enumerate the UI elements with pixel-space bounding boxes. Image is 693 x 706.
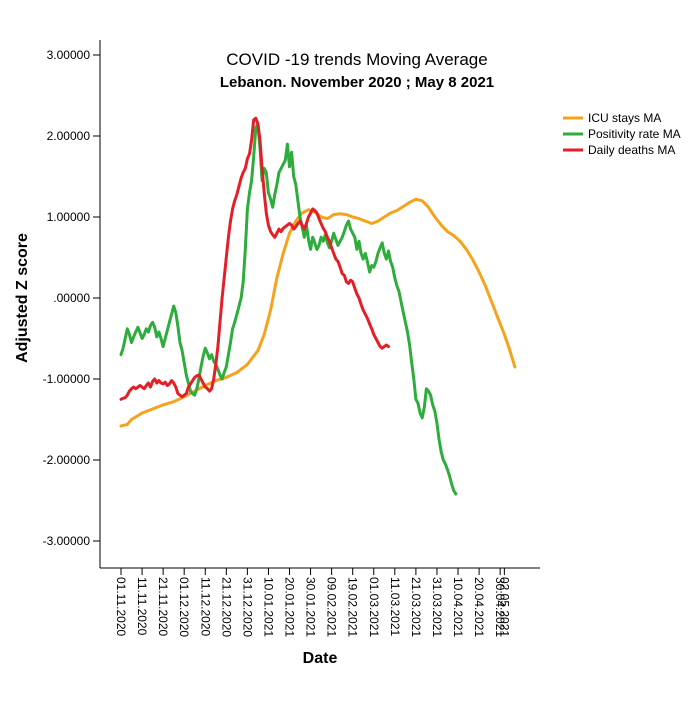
x-tick-label: 21.11.2020 xyxy=(156,577,170,636)
x-tick-label: 01.11.2020 xyxy=(114,577,128,636)
x-tick-label: 11.12.2020 xyxy=(198,577,212,636)
x-tick-label: 20.04.2021 xyxy=(472,577,486,637)
x-tick-label: 01.03.2021 xyxy=(367,577,381,637)
y-tick-label: 1.00000 xyxy=(47,210,91,224)
x-tick-label: 21.12.2020 xyxy=(219,577,233,637)
x-tick-label: 10.01.2021 xyxy=(261,577,275,637)
x-tick-label: 21.03.2021 xyxy=(409,577,423,637)
chart-title: COVID -19 trends Moving Average xyxy=(226,50,487,69)
x-axis-ticks: 01.11.2020 11.11.2020 21.11.2020 01.12.2020… xyxy=(114,568,511,637)
y-tick-label: -3.00000 xyxy=(43,534,91,548)
legend-label-daily-deaths-ma: Daily deaths MA xyxy=(588,143,675,157)
x-tick-label: 01.12.2020 xyxy=(177,577,191,637)
x-tick-label: 20.01.2021 xyxy=(283,577,297,637)
series-lines xyxy=(119,116,517,496)
y-tick-label: -1.00000 xyxy=(43,372,91,386)
series-line-positivity-rate-ma xyxy=(119,122,458,496)
series-line-icu-stays-ma xyxy=(119,197,517,428)
x-tick-label: 30.01.2021 xyxy=(304,577,318,637)
y-tick-label: .00000 xyxy=(53,291,90,305)
y-tick-label: -2.00000 xyxy=(43,453,91,467)
x-tick-label: 11.03.2021 xyxy=(388,577,402,636)
x-tick-label: 09.02.2021 xyxy=(325,577,339,637)
x-axis-title: Date xyxy=(303,650,338,667)
legend-label-icu-stays-ma: ICU stays MA xyxy=(588,111,661,125)
y-axis-ticks: 3.00000 2.00000 1.00000 .00000 -1.00000 -2.00… xyxy=(43,48,100,548)
y-axis-title: Adjusted Z score xyxy=(14,233,31,363)
legend-label-positivity-rate-ma: Positivity rate MA xyxy=(588,127,681,141)
x-tick-label: 11.11.2020 xyxy=(135,577,149,636)
series-line-daily-deaths-ma xyxy=(119,116,390,401)
chart-subtitle: Lebanon. November 2020 ; May 8 2021 xyxy=(220,74,494,91)
x-tick-label: 30.04.2021 xyxy=(493,577,507,637)
legend: ICU stays MA Positivity rate MA Daily deat… xyxy=(563,111,681,157)
x-tick-label: 02.05.2021 xyxy=(497,577,511,637)
x-tick-label: 31.03.2021 xyxy=(430,577,444,637)
x-tick-label: 19.02.2021 xyxy=(346,577,360,637)
y-tick-label: 3.00000 xyxy=(47,48,91,62)
x-tick-label: 10.04.2021 xyxy=(451,577,465,637)
x-tick-label: 31.12.2020 xyxy=(240,577,254,637)
y-tick-label: 2.00000 xyxy=(47,129,91,143)
